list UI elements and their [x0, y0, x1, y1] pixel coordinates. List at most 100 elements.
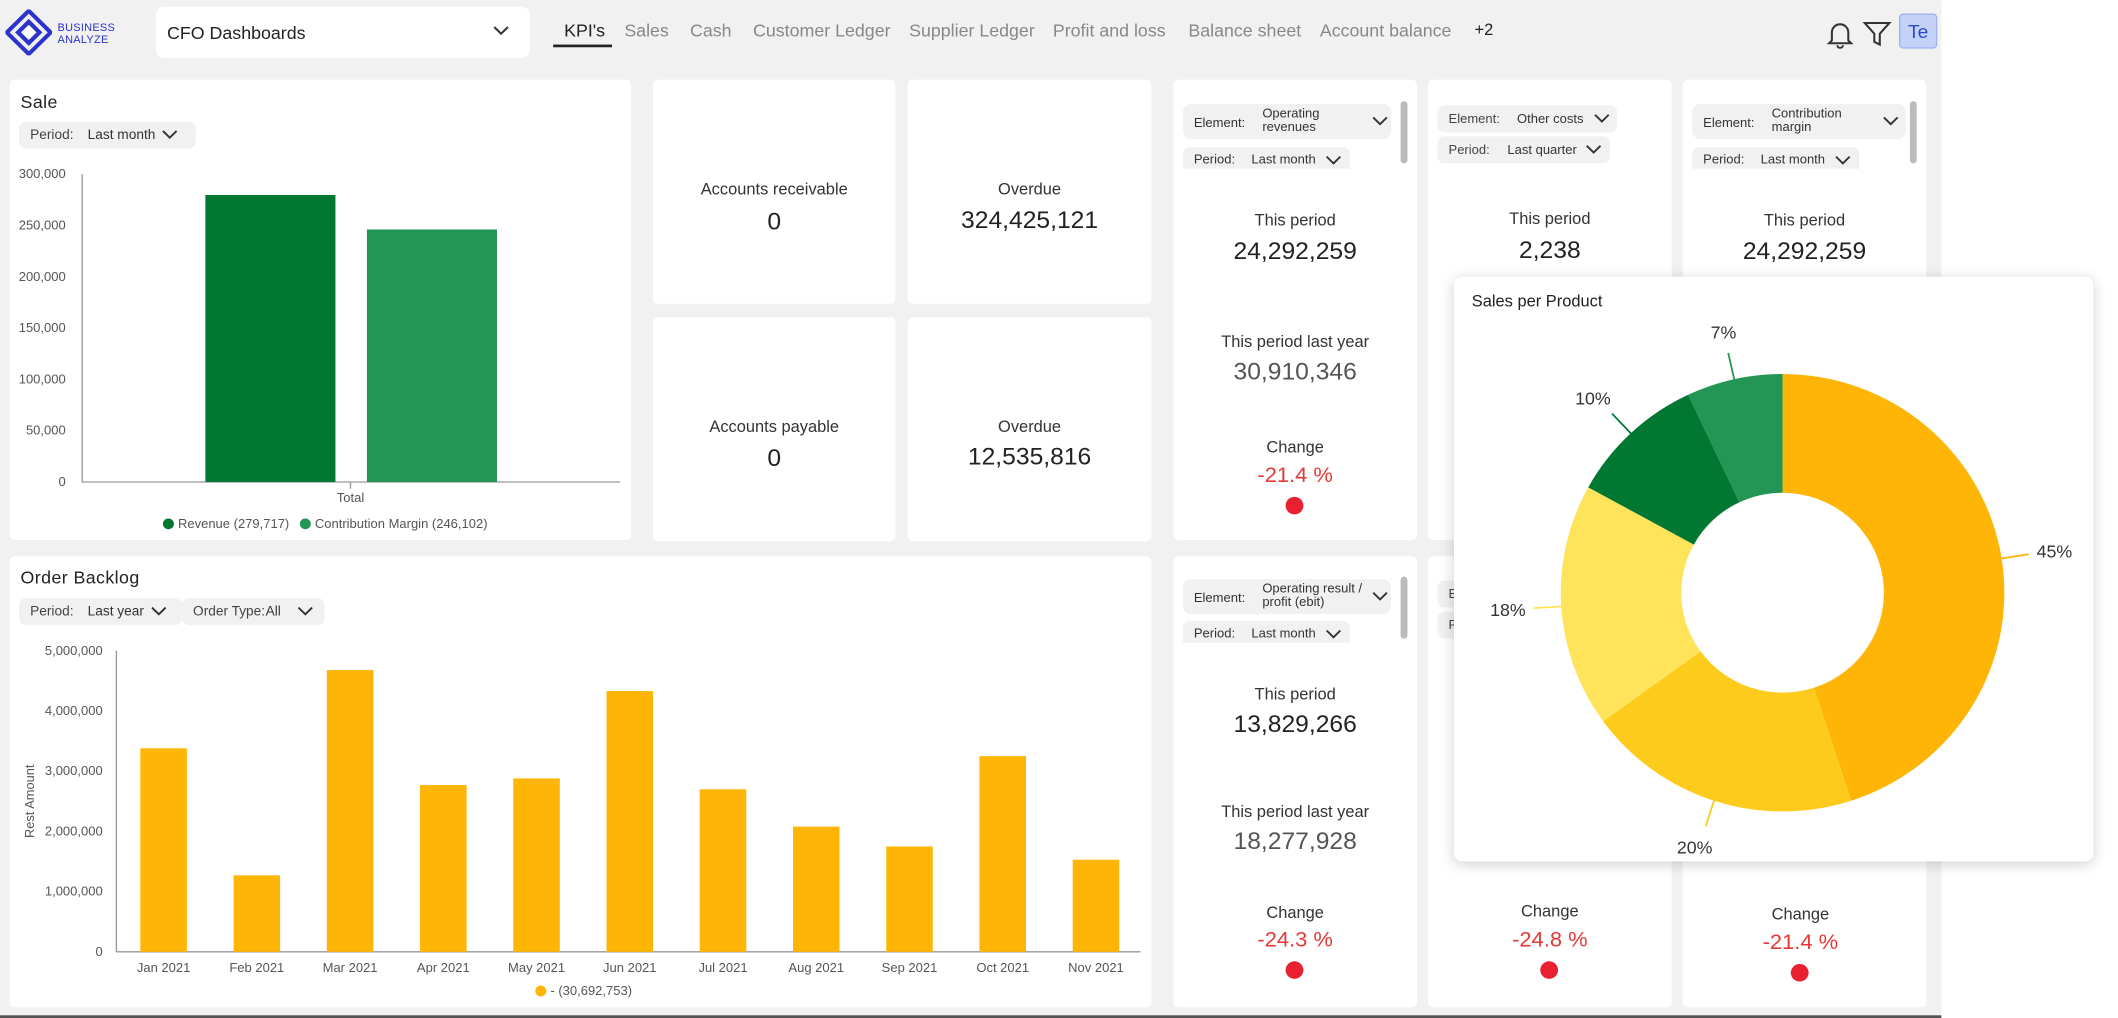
negative-status-dot [1285, 961, 1304, 979]
period-value: Last month [1251, 626, 1316, 642]
legend-label: - (30,692,753) [550, 983, 632, 998]
scrollbar[interactable] [1400, 576, 1408, 639]
this-period-value: 24,292,259 [1233, 237, 1357, 265]
chevron-down-icon [1883, 116, 1899, 126]
negative-status-dot [1790, 963, 1809, 982]
last-year-label: This period last year [1221, 801, 1370, 821]
change-label: Change [1266, 437, 1324, 457]
order-backlog-title: Order Backlog [20, 567, 140, 588]
this-period-label: This period [1763, 210, 1846, 230]
element-filter[interactable]: Element: Operating result / profit (ebit) [1182, 579, 1392, 615]
period-value: Last month [1251, 152, 1316, 168]
period-key: Period: [30, 604, 74, 620]
order-backlog-card: Order Backlog Period: Last year Order Ty… [9, 556, 1152, 1008]
tab-balance-sheet[interactable]: Balance sheet [1188, 20, 1302, 41]
tab-supplier-ledger[interactable]: Supplier Ledger [909, 20, 1035, 41]
backlog-period-filter[interactable]: Period: Last year [19, 598, 183, 626]
bar-jul-2021 [699, 789, 747, 952]
donut-slice-45 [1782, 373, 2005, 801]
chevron-down-icon [1594, 114, 1610, 123]
x-tick-label: Total [337, 490, 364, 505]
sales-per-product-title: Sales per Product [1471, 291, 1603, 311]
element-key: Element: [1193, 591, 1246, 607]
receivable-overdue-card: Overdue 324,425,121 [907, 79, 1152, 304]
element-filter[interactable]: Element: Other costs [1437, 105, 1617, 133]
slice-label-leader [1998, 553, 2029, 560]
scrollbar[interactable] [1909, 101, 1917, 164]
active-tab-underline [553, 44, 612, 48]
bar-nov-2021 [1072, 859, 1120, 952]
top-bar: BUSINESS ANALYZE CFO Dashboards KPI's Sa… [0, 0, 1942, 68]
period-filter[interactable]: Period: Last month [1182, 147, 1350, 169]
period-filter[interactable]: Period: Last month [1182, 621, 1350, 643]
slice-label: 20% [1677, 838, 1713, 858]
bar-mar-2021 [326, 670, 374, 952]
x-tick-label: Aug 2021 [788, 960, 844, 975]
y-tick-label: 150,000 [19, 320, 66, 335]
element-value-line-2: margin [1771, 120, 1812, 136]
y-tick-label: 2,000,000 [45, 824, 103, 839]
x-tick-label: Sep 2021 [882, 960, 938, 975]
tab-profit-and-loss[interactable]: Profit and loss [1052, 20, 1166, 41]
period-key: Period: [1193, 626, 1236, 642]
chevron-down-icon [493, 26, 509, 36]
x-tick-label: Jul 2021 [698, 960, 747, 975]
element-value: Operating revenues [1262, 107, 1319, 135]
x-tick-label: Nov 2021 [1068, 960, 1124, 975]
tab-sales[interactable]: Sales [624, 20, 669, 41]
y-tick-label: 1,000,000 [45, 884, 103, 899]
sales-per-product-popup: Sales per Product 45% 20% 18% 10% 7% [1453, 276, 2094, 862]
tab-cash[interactable]: Cash [690, 20, 732, 41]
tab-account-balance[interactable]: Account balance [1319, 20, 1452, 41]
payable-overdue-label: Overdue [998, 417, 1062, 437]
legend-label: Revenue (279,717) [178, 516, 289, 531]
tab-customer-ledger[interactable]: Customer Ledger [753, 20, 891, 41]
accounts-payable-card: Accounts payable 0 [653, 317, 896, 542]
bar-aug-2021 [792, 826, 840, 952]
element-value: Other costs [1516, 112, 1584, 127]
x-tick-label: Mar 2021 [323, 960, 378, 975]
x-tick-label: Jun 2021 [603, 960, 656, 975]
legend-marker [162, 518, 174, 530]
element-key: Element: [1448, 112, 1500, 127]
x-tick-label: Jan 2021 [137, 960, 190, 975]
dashboard-app: BUSINESS ANALYZE CFO Dashboards KPI's Sa… [0, 0, 1942, 1018]
bell-icon[interactable] [1826, 19, 1854, 49]
negative-status-dot [1540, 961, 1559, 979]
last-year-value: 18,277,928 [1233, 827, 1357, 855]
filter-icon[interactable] [1862, 20, 1892, 47]
legend-marker [299, 518, 311, 530]
y-tick-label: 5,000,000 [45, 643, 103, 658]
y-tick-label: 50,000 [26, 423, 66, 438]
business-analyze-logo-icon[interactable] [5, 9, 53, 56]
tab-kpis[interactable]: KPI's [564, 20, 606, 41]
order-type-value: All [265, 604, 281, 620]
period-filter[interactable]: Period: Last quarter [1437, 136, 1611, 164]
negative-status-dot [1285, 496, 1304, 515]
bar-revenue [205, 194, 336, 482]
period-filter[interactable]: Period: Last month [1692, 147, 1860, 169]
chevron-down-icon [1325, 629, 1342, 639]
order-type-filter[interactable]: Order Type: All [182, 598, 325, 626]
accounts-receivable-value: 0 [767, 207, 782, 235]
dashboard-select-label: CFO Dashboards [167, 22, 306, 44]
user-avatar[interactable]: Te [1898, 13, 1938, 49]
tab-more[interactable]: +2 [1474, 20, 1494, 40]
chevron-down-icon [151, 606, 167, 616]
sale-card: Sale Period: Last month 300,000 250,000 20… [9, 79, 632, 541]
last-year-value: 30,910,346 [1233, 357, 1357, 385]
order-backlog-bar-chart: 5,000,000 4,000,000 3,000,000 2,000,000 1,00… [22, 643, 1141, 998]
accounts-payable-label: Accounts payable [709, 417, 840, 437]
y-tick-label: 200,000 [19, 269, 66, 284]
sale-period-filter[interactable]: Period: Last month [19, 121, 196, 149]
y-tick-label: 4,000,000 [45, 703, 103, 718]
dashboard-select[interactable]: CFO Dashboards [156, 6, 530, 59]
scrollbar[interactable] [1400, 101, 1408, 164]
logo-text: BUSINESS ANALYZE [58, 22, 116, 46]
element-key: Element: [1193, 116, 1246, 131]
element-filter[interactable]: Element: Operating revenues [1182, 103, 1392, 140]
kpi-card-operating-revenues: Element: Operating revenues Period: Last … [1173, 79, 1418, 541]
element-filter[interactable]: Element: Contribution margin [1692, 103, 1906, 140]
period-key: Period: [1448, 143, 1490, 158]
change-value: -24.3 % [1257, 928, 1333, 952]
